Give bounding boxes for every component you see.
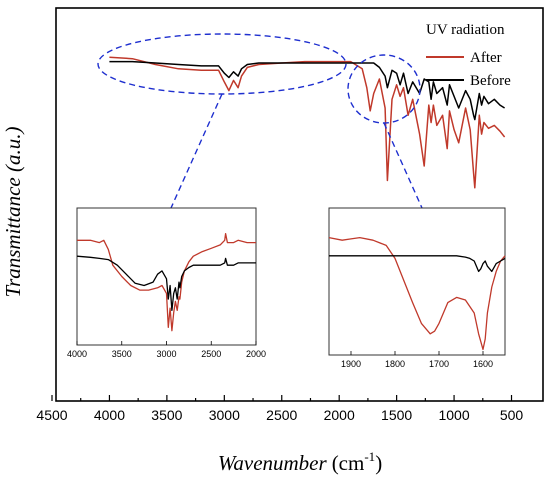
legend-title: UV radiation bbox=[426, 22, 505, 38]
inset-right-frame bbox=[328, 207, 506, 356]
x-tick-label: 2000 bbox=[324, 407, 355, 423]
x-tick-label: 2500 bbox=[266, 407, 297, 423]
x-axis-unit-sup: -1 bbox=[364, 449, 375, 464]
inset-tick-label: 1900 bbox=[341, 359, 361, 369]
x-tick-label: 3500 bbox=[151, 407, 182, 423]
y-axis-title: Transmittance (a.u.) bbox=[1, 127, 25, 298]
legend-label-after: After bbox=[470, 50, 502, 66]
x-tick-label: 500 bbox=[500, 407, 524, 423]
x-tick-label: 1000 bbox=[438, 407, 469, 423]
x-tick-label: 4500 bbox=[36, 407, 67, 423]
inset-right-series bbox=[328, 236, 506, 351]
inset-tick-label: 4000 bbox=[67, 349, 87, 359]
connector-line-right bbox=[383, 122, 423, 209]
series-line-before bbox=[109, 60, 505, 121]
x-axis-title: Wavenumber (cm-1) bbox=[218, 449, 382, 475]
inset-left-ticks: 4000 3500 3000 2500 2000 bbox=[67, 341, 266, 359]
x-axis-title-main: Wavenumber bbox=[218, 451, 328, 475]
inset-tick-label: 3000 bbox=[156, 349, 176, 359]
inset-series-line-after bbox=[328, 236, 506, 351]
main-series-group bbox=[109, 56, 506, 189]
connector-line-left bbox=[170, 93, 223, 209]
inset-tick-label: 1700 bbox=[429, 359, 449, 369]
legend-label-before: Before bbox=[470, 73, 511, 89]
inset-tick-label: 1600 bbox=[473, 359, 493, 369]
x-tick-label: 3000 bbox=[209, 407, 240, 423]
x-tick-label: 4000 bbox=[94, 407, 125, 423]
x-tick-label: 1500 bbox=[381, 407, 412, 423]
inset-tick-label: 3500 bbox=[112, 349, 132, 359]
plot-frame bbox=[55, 7, 544, 402]
series-line-after bbox=[109, 56, 506, 189]
highlight-ellipse-oh-ch bbox=[97, 33, 347, 95]
inset-series-line-before bbox=[329, 255, 506, 273]
x-axis-unit-close: ) bbox=[375, 451, 382, 475]
inset-series-line-before bbox=[76, 255, 256, 312]
inset-left-frame bbox=[76, 207, 257, 346]
inset-series-line-after bbox=[77, 232, 256, 332]
inset-tick-label: 2500 bbox=[201, 349, 221, 359]
inset-right-ticks: 1900 1800 1700 1600 bbox=[341, 351, 493, 369]
inset-left-series bbox=[76, 232, 256, 332]
inset-tick-label: 1800 bbox=[385, 359, 405, 369]
x-axis-unit: (cm bbox=[332, 451, 365, 475]
x-axis-ticks: 4500 4000 3500 3000 2500 2000 1500 1000 500 bbox=[36, 395, 523, 423]
inset-tick-label: 2000 bbox=[246, 349, 266, 359]
